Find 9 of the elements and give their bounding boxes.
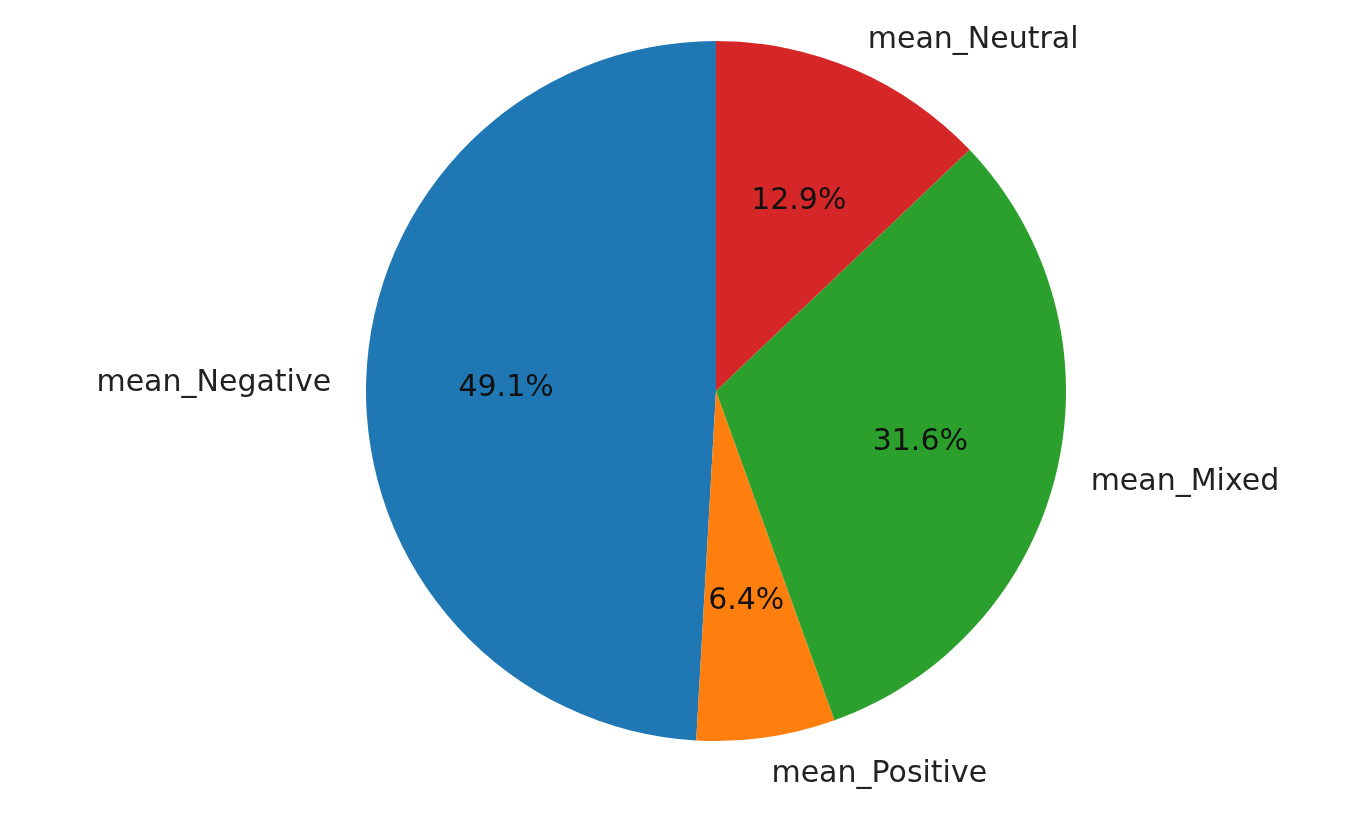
slice-label: mean_Mixed — [1090, 462, 1280, 498]
data-label: 6.4% — [708, 581, 785, 617]
pie-slice — [696, 391, 835, 741]
slice-label: mean_Negative — [96, 362, 332, 398]
slice-label: mean_Neutral — [867, 19, 1079, 55]
slice-label: mean_Positive — [771, 754, 988, 790]
data-label: 49.1% — [458, 367, 554, 403]
data-label: 31.6% — [872, 421, 969, 457]
data-label: 12.9% — [751, 180, 847, 216]
